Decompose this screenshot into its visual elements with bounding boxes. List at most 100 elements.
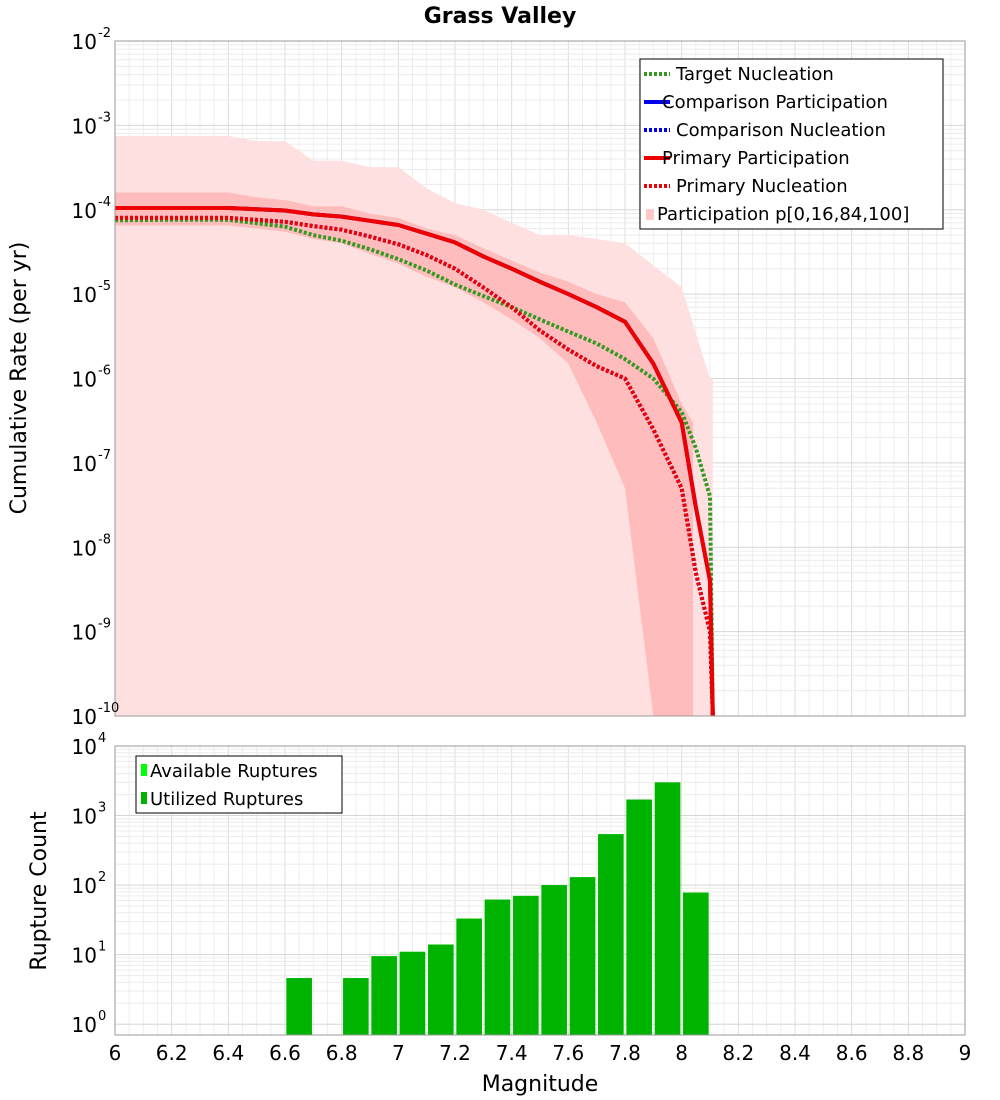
bottom-x-tick-labels: 6 6.2 6.4 6.6 6.8 7 7.2 7.4 7.6 7.8 8 8.2 8.4 8.6 8.8 9: [109, 1041, 972, 1065]
tick-label-base: 10: [72, 199, 97, 223]
tick-label-base: 10: [72, 536, 97, 560]
utilized-rupture-bar: [428, 944, 454, 1035]
top-y-tick--3: 10 -3: [72, 110, 111, 138]
bottom-y-tick-0: 10 0: [72, 1009, 107, 1037]
x-tick-label: 6.8: [326, 1041, 358, 1065]
utilized-rupture-bar: [598, 834, 624, 1035]
legend-label-4: Primary Nucleation: [676, 176, 848, 197]
tick-label-base: 10: [72, 30, 97, 54]
x-tick-label: 6.4: [212, 1041, 244, 1065]
top-plot-frame: [114, 40, 966, 717]
top-y-tick--10: 10 -10: [72, 701, 120, 729]
primary-nucleation-line: [115, 215, 715, 717]
bottom-legend-box: [135, 755, 343, 814]
tick-label-exponent: 4: [98, 731, 106, 746]
bottom-legend-label-0: Available Ruptures: [150, 761, 318, 782]
bottom-legend: Available Ruptures Utilized Ruptures: [135, 755, 343, 814]
bottom-bars: [286, 782, 709, 1035]
utilized-rupture-bar: [683, 892, 709, 1035]
utilized-rupture-bar: [626, 799, 652, 1035]
tick-label-base: 10: [72, 705, 97, 729]
utilized-rupture-bar: [541, 885, 567, 1035]
top-y-tick--2: 10 -2: [72, 26, 111, 54]
top-y-tick--9: 10 -9: [72, 617, 111, 645]
tick-label-exponent: -3: [98, 110, 111, 125]
tick-label-base: 10: [72, 283, 97, 307]
bottom-plot-frame: [114, 745, 966, 1036]
utilized-rupture-bar: [513, 895, 539, 1035]
tick-label-exponent: -2: [98, 26, 111, 41]
bottom-y-axis-label: Rupture Count: [27, 811, 52, 971]
primary-participation-line: [115, 206, 715, 717]
bottom-y-tick-1: 10 1: [72, 940, 107, 968]
chart-title: Grass Valley: [424, 4, 577, 29]
legend-swatch-band: [646, 209, 654, 220]
bottom-x-axis-label: Magnitude: [482, 1072, 599, 1097]
bottom-y-tick-3: 10 3: [72, 801, 107, 829]
top-y-tick--7: 10 -7: [72, 448, 111, 476]
utilized-rupture-bar: [654, 782, 681, 1035]
tick-label-exponent: 0: [98, 1009, 106, 1024]
x-tick-label: 6.6: [269, 1041, 301, 1065]
bottom-legend-swatch-0: [141, 764, 147, 776]
x-tick-label: 7.4: [496, 1041, 528, 1065]
top-legend: Target Nucleation Comparison Participatio…: [639, 58, 944, 230]
top-legend-box: [639, 58, 944, 230]
legend-label-1: Comparison Participation: [662, 92, 888, 113]
top-y-tick--8: 10 -8: [72, 532, 111, 560]
tick-label-base: 10: [72, 735, 97, 759]
tick-label-base: 10: [72, 368, 97, 392]
utilized-rupture-bar: [456, 918, 482, 1035]
x-tick-label: 8.4: [779, 1041, 811, 1065]
utilized-rupture-bar: [484, 899, 511, 1035]
utilized-rupture-bar: [399, 951, 426, 1035]
x-tick-label: 7.2: [439, 1041, 471, 1065]
x-tick-label: 7.8: [609, 1041, 641, 1065]
tick-label-base: 10: [72, 1013, 97, 1037]
utilized-rupture-bar: [371, 956, 397, 1035]
legend-label-3: Primary Participation: [662, 148, 850, 169]
x-tick-label: 8.6: [836, 1041, 868, 1065]
bottom-legend-label-1: Utilized Ruptures: [150, 789, 303, 810]
top-y-tick--5: 10 -5: [72, 279, 111, 307]
tick-label-exponent: 3: [98, 801, 106, 816]
cumulative-rate-chart: Grass Valley Cumulative Rate (per yr) 10…: [7, 4, 966, 729]
x-tick-label: 8: [675, 1041, 688, 1065]
x-tick-label: 7: [392, 1041, 405, 1065]
top-series-lines: [114, 206, 715, 717]
tick-label-exponent: 1: [98, 940, 106, 955]
tick-label-exponent: -10: [98, 701, 119, 716]
utilized-rupture-bar: [569, 877, 596, 1035]
tick-label-base: 10: [72, 944, 97, 968]
tick-label-exponent: -5: [98, 279, 111, 294]
top-y-tick--6: 10 -6: [72, 364, 111, 392]
tick-label-exponent: -4: [98, 195, 111, 210]
tick-label-base: 10: [72, 114, 97, 138]
top-y-tick--4: 10 -4: [72, 195, 111, 223]
legend-label-2: Comparison Nucleation: [676, 120, 886, 141]
x-tick-label: 8.8: [892, 1041, 924, 1065]
x-tick-label: 7.6: [552, 1041, 584, 1065]
tick-label-base: 10: [72, 874, 97, 898]
tick-label-base: 10: [72, 452, 97, 476]
x-tick-label: 8.2: [722, 1041, 754, 1065]
legend-label-band: Participation p[0,16,84,100]: [657, 204, 909, 225]
x-tick-label: 6.2: [156, 1041, 188, 1065]
utilized-rupture-bar: [343, 978, 369, 1035]
bottom-legend-swatch-1: [141, 792, 147, 804]
x-tick-label: 9: [959, 1041, 972, 1065]
tick-label-exponent: 2: [98, 870, 106, 885]
tick-label-exponent: -9: [98, 617, 111, 632]
tick-label-base: 10: [72, 621, 97, 645]
utilized-rupture-bar: [286, 978, 312, 1035]
legend-label-0: Target Nucleation: [675, 64, 834, 85]
tick-label-base: 10: [72, 805, 97, 829]
top-y-axis-label: Cumulative Rate (per yr): [7, 242, 32, 515]
tick-label-exponent: -7: [98, 448, 111, 463]
tick-label-exponent: -8: [98, 532, 111, 547]
bottom-y-tick-4: 10 4: [72, 731, 107, 759]
